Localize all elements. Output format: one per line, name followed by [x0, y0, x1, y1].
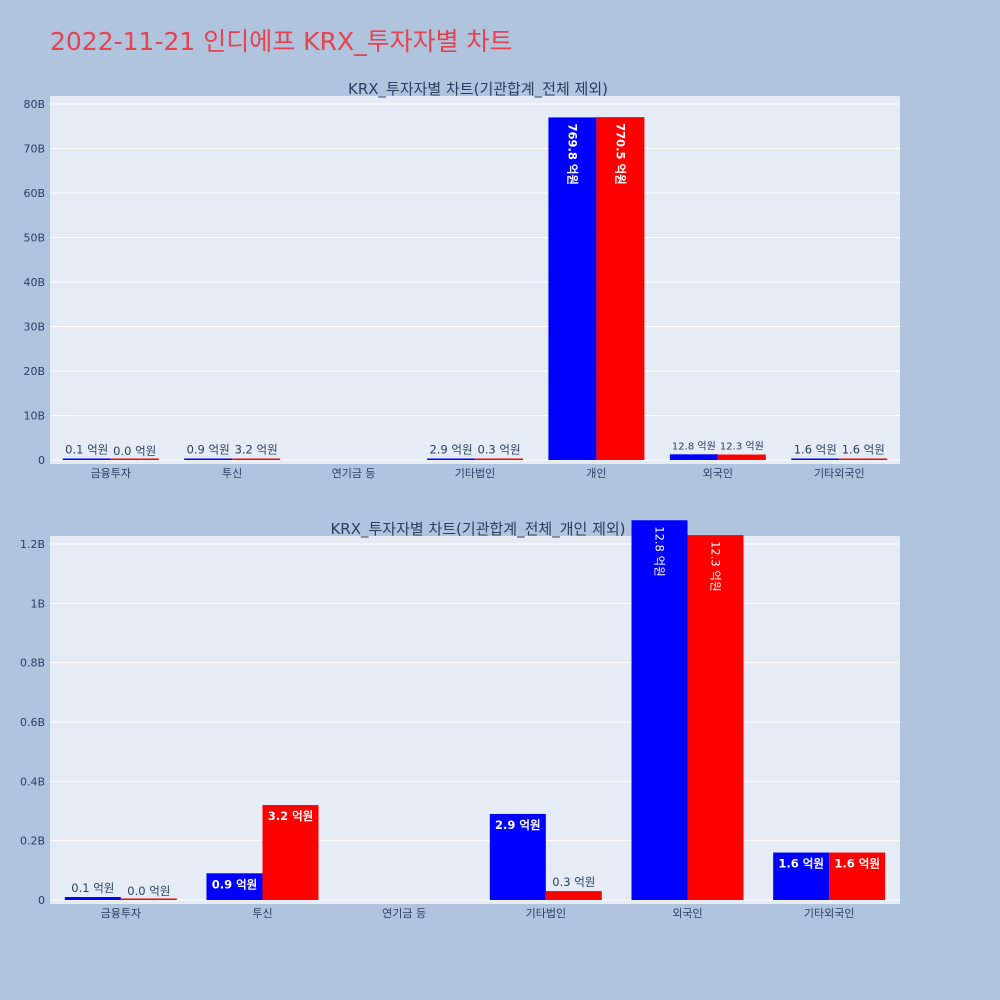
bar [548, 117, 597, 461]
data-label: 0.0 억원 [127, 884, 170, 898]
y-tick-label: 30B [23, 321, 45, 334]
data-label: 3.2 억원 [268, 809, 314, 823]
y-tick-label: 60B [23, 187, 45, 200]
bar [717, 454, 766, 460]
y-tick-label: 0.8B [20, 657, 45, 670]
bar [669, 454, 718, 460]
bar [120, 898, 177, 900]
data-label: 0.9 억원 [187, 443, 230, 457]
bar [596, 117, 645, 460]
data-label: 0.0 억원 [113, 444, 156, 458]
y-tick-label: 0.6B [20, 716, 45, 729]
bar [262, 805, 319, 900]
x-tick-label: 외국인 [703, 467, 733, 480]
bar [184, 458, 233, 460]
x-tick-label: 기타외국인 [814, 467, 865, 480]
data-label: 0.3 억원 [477, 443, 520, 457]
y-tick-label: 10B [23, 410, 45, 423]
chart-title: KRX_투자자별 차트(기관합계_전체_개인 제외) [330, 520, 625, 539]
bar [427, 458, 475, 460]
data-label: 12.3 억원 [720, 441, 764, 453]
bar [475, 458, 523, 460]
x-tick-label: 개인 [586, 467, 606, 480]
data-label: 0.9 억원 [212, 877, 258, 891]
y-tick-label: 20B [23, 365, 45, 378]
data-label: 2.9 억원 [429, 443, 472, 457]
data-label: 12.8 억원 [653, 526, 667, 576]
data-label: 1.6 억원 [842, 443, 885, 457]
x-tick-label: 금융투자 [90, 467, 130, 480]
data-label: 12.8 억원 [672, 440, 716, 452]
y-tick-label: 80B [23, 98, 45, 111]
bar [687, 535, 744, 900]
x-tick-label: 투신 [222, 467, 242, 480]
bar [791, 458, 840, 460]
x-tick-label: 외국인 [672, 907, 702, 920]
bar [64, 897, 121, 900]
y-tick-label: 1B [30, 597, 45, 610]
x-tick-label: 기타법인 [526, 907, 566, 920]
data-label: 1.6 억원 [778, 857, 824, 871]
chart-title: KRX_투자자별 차트(기관합계_전체 제외) [348, 80, 608, 99]
data-label: 0.1 억원 [71, 881, 114, 895]
x-tick-label: 투신 [252, 907, 272, 920]
bar [829, 852, 886, 900]
x-tick-label: 연기금 등 [382, 907, 426, 920]
y-tick-label: 40B [23, 276, 45, 289]
data-label: 1.6 억원 [834, 857, 880, 871]
bar [110, 458, 159, 460]
data-label: 0.3 억원 [552, 875, 595, 889]
bar [773, 852, 830, 900]
y-tick-label: 0.2B [20, 835, 45, 848]
page-title: 2022-11-21 인디에프 KRX_투자자별 차트 [50, 27, 513, 56]
y-tick-label: 70B [23, 143, 45, 156]
data-label: 0.1 억원 [65, 443, 108, 457]
data-label: 769.8 억원 [565, 123, 579, 185]
bar [489, 813, 546, 900]
x-tick-label: 연기금 등 [332, 467, 376, 480]
x-tick-label: 기타외국인 [804, 907, 855, 920]
chart-1: 0 10B 20B 30B 40B 50B 60B 70B 80B KRX_투자자별 차트(기관합… [23, 80, 900, 480]
x-tick-label: 기타법인 [455, 467, 495, 480]
bar [232, 458, 281, 460]
y-tick-label: 0.4B [20, 775, 45, 788]
bar [839, 458, 888, 460]
data-label: 2.9 억원 [495, 818, 541, 832]
data-label: 3.2 억원 [235, 443, 278, 457]
y-tick-label: 0 [38, 894, 45, 907]
bar [631, 520, 688, 900]
y-tick-label: 50B [23, 232, 45, 245]
y-tick-label: 1.2B [20, 538, 45, 551]
data-label: 12.3 억원 [709, 541, 723, 591]
plot-area [50, 96, 900, 464]
y-tick-label: 0 [38, 454, 45, 467]
plot-area [50, 536, 900, 904]
chart-2: 0 0.2B 0.4B 0.6B 0.8B 1B 1.2B KRX_투자자별 차트(기관합계_… [20, 520, 900, 920]
data-label: 1.6 억원 [794, 443, 837, 457]
data-label: 770.5 억원 [613, 123, 627, 185]
x-tick-label: 금융투자 [101, 907, 141, 920]
bar [206, 873, 263, 900]
bar [545, 891, 602, 900]
bar [62, 458, 111, 460]
